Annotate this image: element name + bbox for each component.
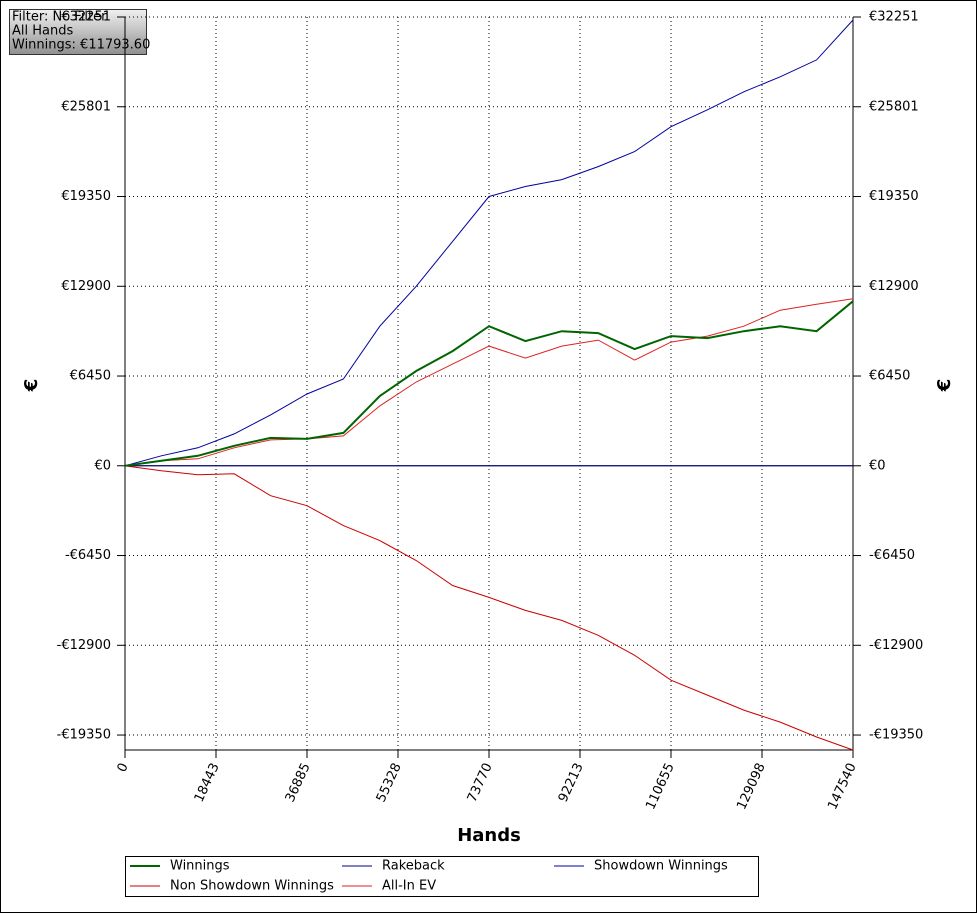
- y-tick-label: €19350: [61, 189, 111, 204]
- y-tick-label: -€12900: [57, 638, 111, 653]
- info-text: Filter: No Filter: [12, 10, 107, 25]
- y-tick-label: €0: [94, 458, 111, 473]
- series-line: [124, 465, 854, 751]
- y2-tick-label: €32251: [869, 10, 919, 25]
- info-text: Winnings: €11793.60: [12, 38, 150, 53]
- x-axis-label: Hands: [457, 825, 521, 846]
- y2-tick-label: €12900: [869, 279, 919, 294]
- legend-label: Winnings: [170, 859, 230, 874]
- y2-tick-label: €25801: [869, 99, 919, 114]
- y-tick-label: €12900: [61, 279, 111, 294]
- y2-axis-label: €: [934, 379, 955, 393]
- y2-tick-label: €0: [869, 458, 886, 473]
- y-tick-label: -€19350: [57, 728, 111, 743]
- legend-label: Non Showdown Winnings: [170, 879, 334, 894]
- y-axis-label: €: [21, 379, 42, 393]
- y2-tick-label: €6450: [869, 369, 910, 384]
- series-line: [124, 19, 854, 467]
- legend-label: All-In EV: [382, 879, 436, 894]
- legend-label: Rakeback: [382, 859, 445, 874]
- y2-tick-label: -€6450: [869, 548, 915, 563]
- y-tick-label: €6450: [70, 369, 111, 384]
- y2-tick-label: -€19350: [869, 728, 923, 743]
- legend: [125, 856, 759, 897]
- series-line: [124, 298, 854, 467]
- y-tick-label: €25801: [61, 99, 111, 114]
- y-tick-label: -€6450: [65, 548, 111, 563]
- y2-tick-label: -€12900: [869, 638, 923, 653]
- legend-label: Showdown Winnings: [594, 859, 728, 874]
- series-line: [124, 300, 854, 467]
- info-text: All Hands: [12, 24, 73, 39]
- y2-tick-label: €19350: [869, 189, 919, 204]
- y-tick-label: €32251: [61, 10, 111, 25]
